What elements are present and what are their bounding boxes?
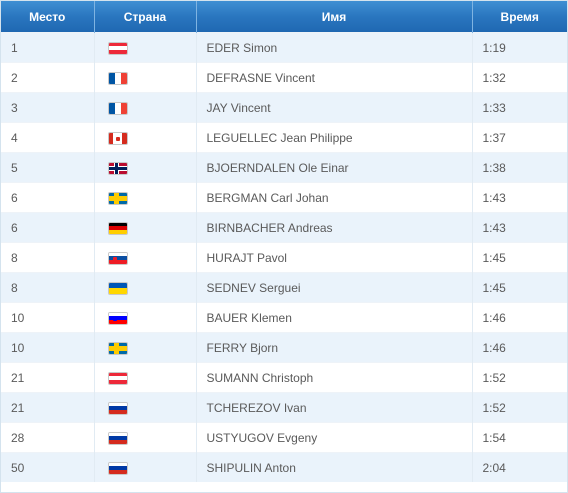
name-cell: FERRY Bjorn — [196, 332, 473, 363]
ukraine-flag-icon — [107, 281, 128, 295]
time-cell: 1:37 — [472, 122, 567, 153]
germany-flag-icon — [107, 221, 128, 235]
name-cell: BERGMAN Carl Johan — [196, 182, 473, 213]
header-country[interactable]: Страна — [94, 1, 197, 33]
country-cell — [94, 302, 197, 333]
table-row[interactable]: 10 BAUER Klemen 1:46 — [1, 302, 567, 333]
country-cell — [94, 92, 197, 123]
austria-flag-icon — [107, 371, 128, 385]
table-row[interactable]: 8 SEDNEV Serguei 1:45 — [1, 272, 567, 303]
table-row[interactable]: 8 HURAJT Pavol 1:45 — [1, 242, 567, 273]
country-cell — [94, 392, 197, 423]
rank-cell: 8 — [1, 272, 95, 303]
table-row[interactable]: 21 TCHEREZOV Ivan 1:52 — [1, 392, 567, 423]
country-cell — [94, 452, 197, 482]
header-name[interactable]: Имя — [196, 1, 473, 33]
time-cell: 1:45 — [472, 242, 567, 273]
table-row[interactable]: 1 EDER Simon 1:19 — [1, 32, 567, 63]
time-cell: 1:46 — [472, 302, 567, 333]
slovenia-flag-icon — [107, 311, 128, 325]
header-row: Место Страна Имя Время — [1, 1, 567, 33]
country-cell — [94, 152, 197, 183]
table-row[interactable]: 5 BJOERNDALEN Ole Einar 1:38 — [1, 152, 567, 183]
name-cell: BAUER Klemen — [196, 302, 473, 333]
time-cell: 2:04 — [472, 452, 567, 482]
time-cell: 1:32 — [472, 62, 567, 93]
austria-flag-icon — [107, 41, 128, 55]
country-cell — [94, 332, 197, 363]
table-row[interactable]: 2 DEFRASNE Vincent 1:32 — [1, 62, 567, 93]
time-cell: 1:19 — [472, 32, 567, 63]
results-table: Место Страна Имя Время 1 EDER Simon 1:19… — [1, 1, 567, 482]
name-cell: SHIPULIN Anton — [196, 452, 473, 482]
country-cell — [94, 212, 197, 243]
name-cell: EDER Simon — [196, 32, 473, 63]
name-cell: SUMANN Christoph — [196, 362, 473, 393]
rank-cell: 28 — [1, 422, 95, 453]
russia-flag-icon — [107, 401, 128, 415]
table-row[interactable]: 3 JAY Vincent 1:33 — [1, 92, 567, 123]
time-cell: 1:38 — [472, 152, 567, 183]
rank-cell: 21 — [1, 392, 95, 423]
russia-flag-icon — [107, 461, 128, 475]
sweden-flag-icon — [107, 191, 128, 205]
rank-cell: 21 — [1, 362, 95, 393]
country-cell — [94, 62, 197, 93]
name-cell: BJOERNDALEN Ole Einar — [196, 152, 473, 183]
table-header: Место Страна Имя Время — [1, 1, 567, 33]
name-cell: DEFRASNE Vincent — [196, 62, 473, 93]
table-body: 1 EDER Simon 1:19 2 DEFRASNE Vincent 1:3… — [1, 32, 567, 482]
table-row[interactable]: 4 LEGUELLEC Jean Philippe 1:37 — [1, 122, 567, 153]
sweden-flag-icon — [107, 341, 128, 355]
country-cell — [94, 422, 197, 453]
header-time[interactable]: Время — [472, 1, 567, 33]
time-cell: 1:52 — [472, 392, 567, 423]
russia-flag-icon — [107, 431, 128, 445]
time-cell: 1:43 — [472, 182, 567, 213]
country-cell — [94, 122, 197, 153]
rank-cell: 2 — [1, 62, 95, 93]
france-flag-icon — [107, 71, 128, 85]
name-cell: SEDNEV Serguei — [196, 272, 473, 303]
time-cell: 1:54 — [472, 422, 567, 453]
time-cell: 1:43 — [472, 212, 567, 243]
country-cell — [94, 32, 197, 63]
table-row[interactable]: 6 BERGMAN Carl Johan 1:43 — [1, 182, 567, 213]
name-cell: USTYUGOV Evgeny — [196, 422, 473, 453]
rank-cell: 8 — [1, 242, 95, 273]
canada-flag-icon — [107, 131, 128, 145]
country-cell — [94, 272, 197, 303]
rank-cell: 6 — [1, 212, 95, 243]
time-cell: 1:52 — [472, 362, 567, 393]
table-row[interactable]: 50 SHIPULIN Anton 2:04 — [1, 452, 567, 482]
time-cell: 1:45 — [472, 272, 567, 303]
country-cell — [94, 242, 197, 273]
table-row[interactable]: 6 BIRNBACHER Andreas 1:43 — [1, 212, 567, 243]
header-rank[interactable]: Место — [1, 1, 95, 33]
france-flag-icon — [107, 101, 128, 115]
time-cell: 1:33 — [472, 92, 567, 123]
slovakia-flag-icon — [107, 251, 128, 265]
table-row[interactable]: 28 USTYUGOV Evgeny 1:54 — [1, 422, 567, 453]
name-cell: TCHEREZOV Ivan — [196, 392, 473, 423]
rank-cell: 10 — [1, 332, 95, 363]
country-cell — [94, 182, 197, 213]
table-row[interactable]: 21 SUMANN Christoph 1:52 — [1, 362, 567, 393]
name-cell: HURAJT Pavol — [196, 242, 473, 273]
norway-flag-icon — [107, 161, 128, 175]
rank-cell: 5 — [1, 152, 95, 183]
name-cell: JAY Vincent — [196, 92, 473, 123]
rank-cell: 3 — [1, 92, 95, 123]
name-cell: BIRNBACHER Andreas — [196, 212, 473, 243]
rank-cell: 6 — [1, 182, 95, 213]
table-row[interactable]: 10 FERRY Bjorn 1:46 — [1, 332, 567, 363]
rank-cell: 4 — [1, 122, 95, 153]
name-cell: LEGUELLEC Jean Philippe — [196, 122, 473, 153]
time-cell: 1:46 — [472, 332, 567, 363]
rank-cell: 1 — [1, 32, 95, 63]
rank-cell: 10 — [1, 302, 95, 333]
country-cell — [94, 362, 197, 393]
rank-cell: 50 — [1, 452, 95, 482]
